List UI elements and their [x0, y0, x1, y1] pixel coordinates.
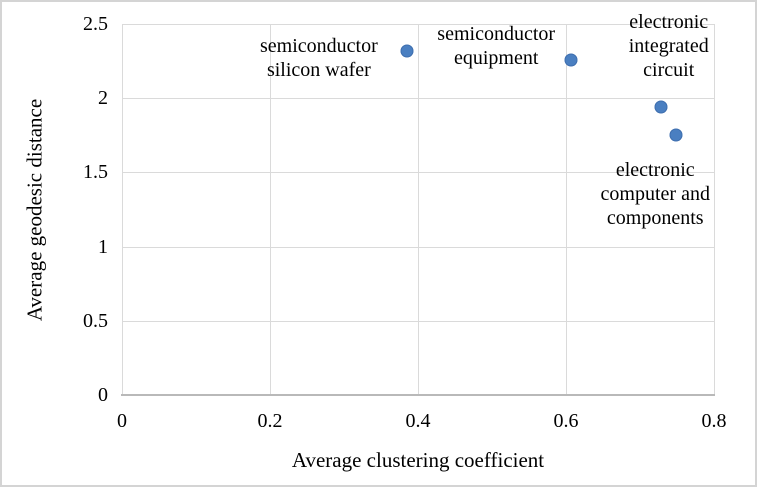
x-tick-label: 0.4 [405, 410, 431, 432]
data-point [564, 53, 578, 67]
y-tick-label: 1 [98, 235, 108, 258]
vertical-gridline [122, 24, 123, 395]
data-point-label: electronic computer and components [601, 158, 710, 230]
y-tick-label: 0 [98, 384, 108, 406]
data-point-label-line: circuit [643, 59, 695, 82]
y-axis-title: Average geodesic distance [22, 98, 47, 322]
x-axis-line [121, 394, 715, 396]
data-point-label-line: electronic [629, 11, 709, 34]
data-point [654, 100, 668, 114]
plot-area [122, 24, 715, 395]
data-point-label-line: electronic [615, 159, 695, 182]
x-tick-label: 0 [117, 410, 127, 432]
y-tick-label: 0.5 [83, 309, 108, 332]
data-point-label: semiconductor silicon wafer [260, 34, 378, 82]
vertical-gridline [418, 24, 419, 395]
data-point-label-line: silicon wafer [266, 58, 371, 81]
y-tick-label: 1.5 [83, 161, 108, 184]
data-point-label-line: semiconductor [437, 22, 556, 45]
data-point [400, 44, 414, 58]
data-point-label: electronic integrated circuit [629, 10, 709, 82]
vertical-gridline [270, 24, 271, 395]
data-point [669, 128, 683, 142]
vertical-gridline [566, 24, 567, 395]
y-tick-label: 2.5 [83, 13, 108, 35]
vertical-gridline [714, 24, 715, 395]
data-point-label-line: integrated [628, 35, 709, 58]
data-point-label: semiconductor equipment [437, 22, 555, 70]
data-point-label-line: semiconductor [260, 34, 378, 57]
x-tick-label: 0.8 [701, 410, 727, 432]
data-point-label-line: components [606, 207, 704, 230]
data-point-label-line: equipment [453, 46, 539, 69]
x-axis-title: Average clustering coefficient [291, 448, 545, 472]
y-tick-label: 2 [98, 87, 108, 110]
x-tick-label: 0.6 [553, 410, 579, 432]
data-point-label-line: computer and [600, 183, 710, 206]
x-tick-label: 0.2 [257, 410, 283, 432]
